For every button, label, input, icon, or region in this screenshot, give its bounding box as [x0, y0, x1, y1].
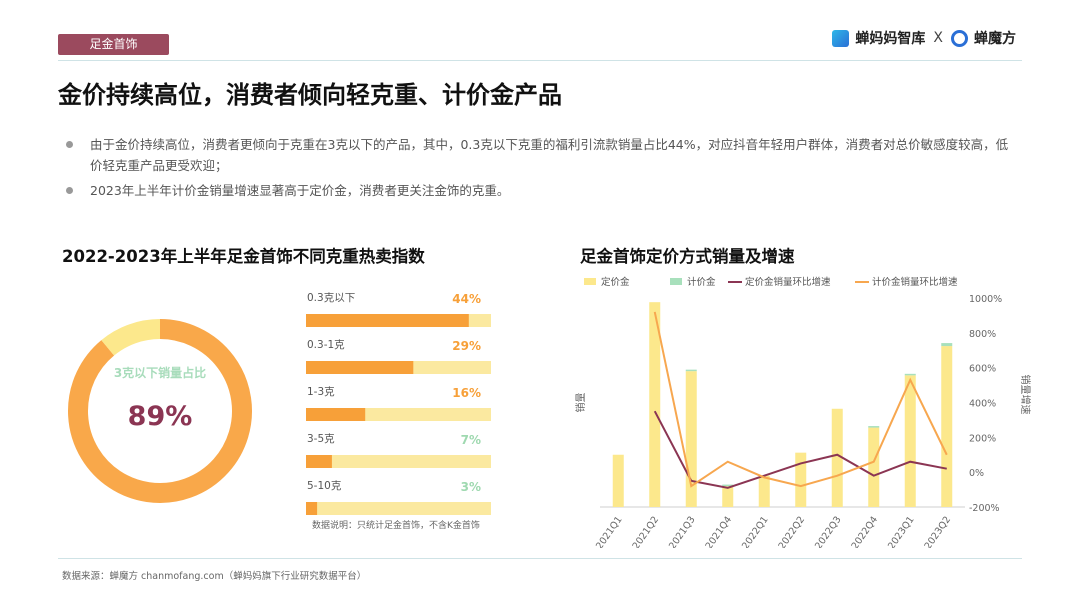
bar-value-label: 7% — [461, 433, 481, 447]
bar-weight-price — [868, 426, 880, 428]
bar-category-label: 0.3克以下 — [307, 292, 355, 304]
chanmama-logo-icon — [832, 29, 850, 47]
bar-fixed-price — [904, 375, 916, 507]
brand-left: 蝉妈妈智库 — [855, 31, 926, 47]
bullet-list: 由于金价持续高位，消费者更倾向于克重在3克以下的产品，其中，0.3克以下克重的福… — [64, 134, 1020, 205]
y2-tick-label: 600% — [969, 364, 996, 375]
pricing-method-chart: 定价金 计价金 定价金销量环比增速 计价金销量环比增速 1000% 800% 600% 400… — [574, 276, 1032, 548]
brand-separator: X — [933, 30, 943, 46]
bar-fill — [306, 314, 469, 327]
bar-value-label: 3% — [461, 480, 481, 494]
brand-right: 蝉魔方 — [974, 31, 1016, 47]
x-tick-label: 2023Q2 — [923, 514, 954, 548]
y2-axis-title: 销量增速 — [1019, 375, 1032, 415]
data-source: 数据来源：蝉魔方 chanmofang.com（蝉妈妈旗下行业研究数据平台） — [62, 571, 367, 582]
bullet-dot-icon — [66, 187, 73, 194]
donut-slice — [68, 319, 252, 503]
bar-note: 数据说明：只统计足金首饰，不含K金首饰 — [312, 519, 480, 531]
x-tick-label: 2022Q3 — [813, 514, 844, 548]
y2-tick-label: 0% — [969, 468, 984, 479]
bar-category-label: 5-10克 — [307, 480, 342, 492]
legend-swatch — [670, 278, 682, 285]
bar-fixed-price — [612, 454, 624, 507]
x-tick-label: 2022Q2 — [777, 514, 808, 548]
right-section-title: 足金首饰定价方式销量及增速 — [580, 247, 795, 266]
donut-center-label: 3克以下销量占比 — [114, 365, 206, 380]
footer-divider — [58, 558, 1022, 559]
x-tick-label: 2021Q2 — [631, 514, 662, 548]
bar-track — [306, 455, 491, 468]
bar-fill — [306, 408, 366, 421]
left-section-title: 2022-2023年上半年足金首饰不同克重热卖指数 — [62, 247, 425, 266]
page-title: 金价持续高位，消费者倾向轻克重、计价金产品 — [58, 81, 562, 109]
bar-fixed-price — [795, 452, 807, 507]
bar-track — [306, 502, 491, 515]
x-tick-label: 2022Q4 — [850, 514, 881, 548]
bar-category-label: 0.3-1克 — [307, 339, 345, 351]
y-axis-title: 销量 — [574, 393, 587, 413]
y2-tick-label: 800% — [969, 329, 996, 340]
bar-fixed-price — [941, 346, 953, 507]
bar-fixed-price — [758, 475, 770, 507]
legend-label: 计价金 — [687, 276, 716, 288]
bar-fixed-price — [685, 371, 697, 507]
bar-fill — [306, 502, 318, 515]
bar-fixed-price — [722, 486, 734, 507]
y2-tick-label: 1000% — [969, 294, 1002, 305]
bar-value-label: 44% — [452, 292, 481, 306]
bar-fixed-price — [649, 302, 661, 507]
y2-tick-label: 200% — [969, 433, 996, 444]
section-tag: 足金首饰 — [58, 34, 169, 55]
legend-label: 定价金销量环比增速 — [745, 276, 831, 288]
bar-weight-price — [941, 343, 953, 347]
bar-weight-price — [722, 484, 734, 487]
x-tick-label: 2023Q1 — [886, 514, 917, 548]
bar-fill — [306, 455, 332, 468]
x-tick-label: 2021Q3 — [667, 514, 698, 548]
donut-center-value: 89% — [128, 401, 193, 432]
bar-value-label: 29% — [452, 339, 481, 353]
legend-label: 计价金销量环比增速 — [872, 276, 958, 288]
chanmofang-logo-icon — [951, 29, 968, 47]
donut-slice — [101, 319, 161, 356]
bullet-dot-icon — [66, 141, 73, 148]
header-divider — [58, 60, 1022, 61]
bullet-item: 由于金价持续高位，消费者更倾向于克重在3克以下的产品，其中，0.3克以下克重的福… — [64, 134, 1020, 176]
bar-category-label: 3-5克 — [307, 433, 335, 445]
brand-logos: 蝉妈妈智库 X 蝉魔方 — [832, 28, 1016, 48]
bar-fixed-price — [831, 408, 843, 507]
x-tick-label: 2021Q4 — [704, 514, 735, 548]
bar-value-label: 16% — [452, 386, 481, 400]
bar-weight-price — [904, 373, 916, 376]
y2-tick-label: -200% — [969, 503, 1000, 514]
bar-fill — [306, 361, 414, 374]
bullet-text: 2023年上半年计价金销量增速显著高于定价金，消费者更关注金饰的克重。 — [90, 183, 510, 198]
bar-weight-price — [685, 369, 697, 372]
x-tick-label: 2021Q1 — [594, 514, 625, 548]
legend-swatch — [584, 278, 596, 285]
bar-category-label: 1-3克 — [307, 386, 335, 398]
bar-fixed-price — [868, 427, 880, 507]
legend-label: 定价金 — [601, 276, 630, 288]
x-tick-label: 2022Q1 — [740, 514, 771, 548]
bullet-item: 2023年上半年计价金销量增速显著高于定价金，消费者更关注金饰的克重。 — [64, 180, 1020, 201]
weight-index-chart: 3克以下销量占比 89% 0.3克以下 44% 0.3-1克 29% 1-3克 16% 3-5克… — [68, 292, 491, 531]
bullet-text: 由于金价持续高位，消费者更倾向于克重在3克以下的产品，其中，0.3克以下克重的福… — [90, 137, 1009, 173]
y2-tick-label: 400% — [969, 399, 996, 410]
